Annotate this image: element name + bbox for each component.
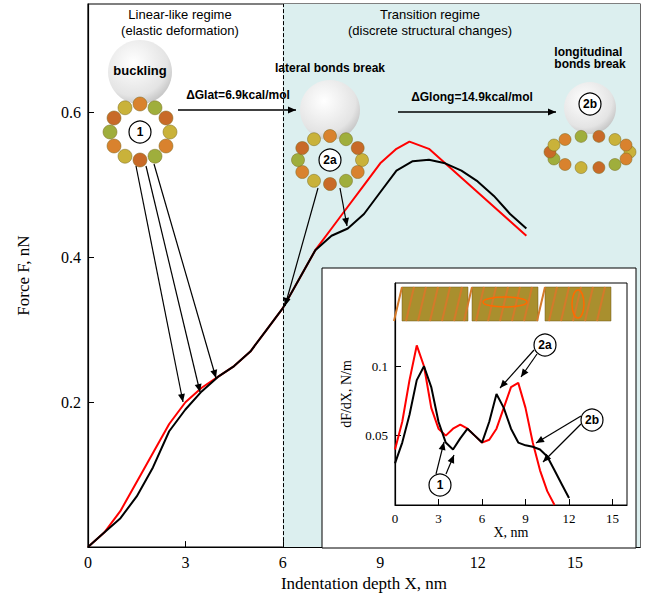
svg-text:3: 3	[435, 511, 442, 526]
svg-text:9: 9	[376, 554, 384, 571]
svg-text:2b: 2b	[585, 413, 599, 427]
svg-text:0.2: 0.2	[61, 394, 81, 411]
svg-text:lateral bonds break: lateral bonds break	[275, 61, 385, 75]
svg-text:15: 15	[606, 511, 619, 526]
svg-text:(discrete structural changes): (discrete structural changes)	[348, 23, 512, 38]
svg-text:bonds break: bonds break	[554, 57, 626, 71]
svg-text:6: 6	[479, 511, 486, 526]
svg-text:1: 1	[437, 478, 444, 492]
svg-text:ΔGlat=6.9kcal/mol: ΔGlat=6.9kcal/mol	[186, 88, 290, 102]
svg-text:buckling: buckling	[113, 63, 167, 78]
svg-text:0.1: 0.1	[372, 359, 388, 374]
svg-text:longitudinal: longitudinal	[554, 45, 626, 59]
svg-text:2a: 2a	[538, 338, 552, 352]
svg-text:0: 0	[392, 511, 399, 526]
svg-text:2a: 2a	[323, 153, 337, 167]
svg-text:Force F, nN: Force F, nN	[14, 235, 33, 315]
svg-text:2b: 2b	[583, 97, 597, 111]
svg-text:Linear-like regime: Linear-like regime	[128, 7, 231, 22]
svg-text:0.05: 0.05	[365, 428, 388, 443]
svg-text:9: 9	[522, 511, 529, 526]
svg-text:(elastic deformation): (elastic deformation)	[121, 23, 239, 38]
svg-text:0.4: 0.4	[61, 249, 81, 266]
svg-text:3: 3	[181, 554, 189, 571]
svg-text:X, nm: X, nm	[494, 525, 529, 540]
svg-text:dF/dX, N/m: dF/dX, N/m	[339, 360, 354, 428]
svg-text:12: 12	[470, 554, 486, 571]
svg-text:ΔGlong=14.9kcal/mol: ΔGlong=14.9kcal/mol	[411, 90, 533, 104]
svg-text:Transition regime: Transition regime	[380, 7, 480, 22]
svg-text:0: 0	[84, 554, 92, 571]
svg-text:Indentation depth X, nm: Indentation depth X, nm	[281, 574, 447, 593]
svg-text:0.6: 0.6	[61, 104, 81, 121]
svg-text:6: 6	[279, 554, 287, 571]
svg-text:15: 15	[567, 554, 583, 571]
svg-text:12: 12	[563, 511, 576, 526]
svg-text:1: 1	[137, 125, 144, 139]
